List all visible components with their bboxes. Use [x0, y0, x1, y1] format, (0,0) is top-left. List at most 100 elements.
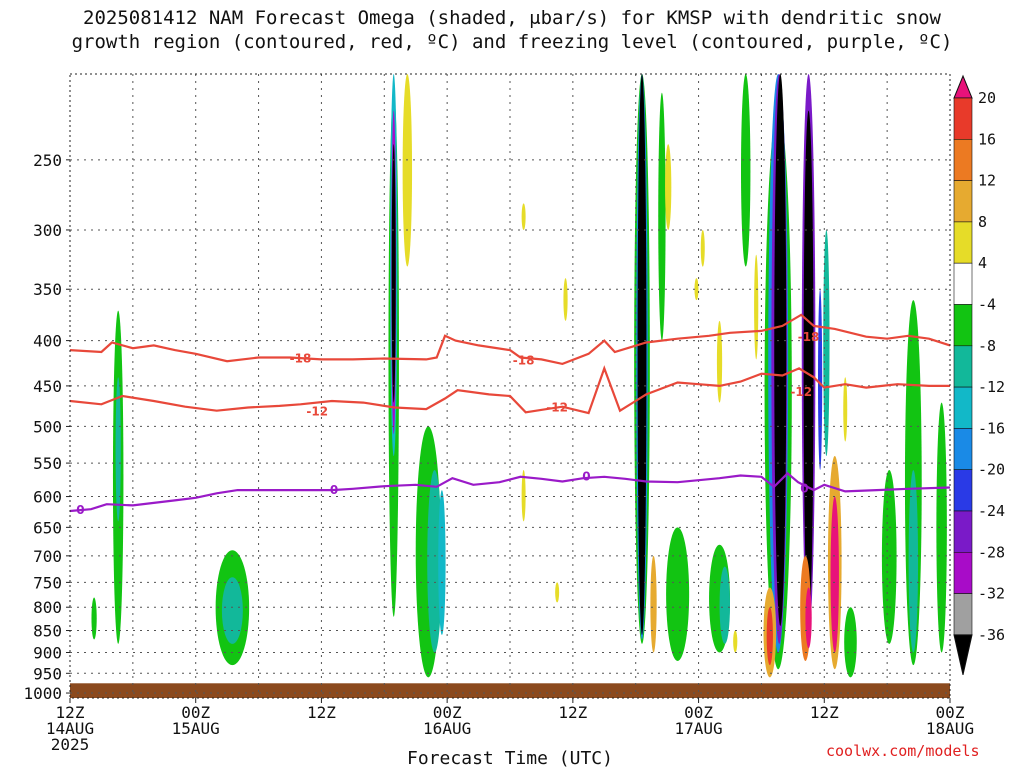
plot-frame — [69, 73, 951, 699]
chart-title-line-2: growth region (contoured, red, ºC) and f… — [71, 31, 953, 53]
contour-label--12-1: -12 — [546, 401, 568, 415]
contour-label-0-0: 0 — [76, 503, 84, 517]
colorbar-tick--8: -8 — [978, 337, 996, 355]
omega-cell-30 — [754, 254, 759, 360]
omega-cell-27 — [719, 566, 730, 644]
contour-label--18-0: -18 — [290, 352, 312, 366]
colorbar-tick-8: 8 — [978, 213, 987, 231]
omega-cell-28 — [741, 74, 751, 267]
contour-layer: -18 -18 -18 -12 -12 -12 0 0 0 0 — [70, 313, 950, 517]
y-tick-label-1000: 1000 — [23, 684, 62, 703]
y-tick-label-600: 600 — [33, 488, 62, 507]
omega-cell-15 — [563, 278, 568, 321]
omega-cell-8 — [391, 144, 396, 403]
omega-cell-47 — [843, 377, 848, 442]
colorbar-tick--4: -4 — [978, 296, 996, 314]
omega-cell-11 — [427, 470, 442, 653]
y-tick-label-700: 700 — [33, 547, 62, 566]
omega-cell-22 — [650, 555, 657, 653]
omega-cell-50 — [881, 470, 897, 644]
omega-cell-39 — [766, 607, 773, 666]
colorbar-tick--28: -28 — [978, 543, 1005, 561]
y-tick-label-850: 850 — [33, 622, 62, 641]
contour-label-0-2: 0 — [582, 469, 590, 483]
contour-label--12-0: -12 — [306, 405, 328, 419]
plot-border — [69, 73, 951, 699]
omega-cell-46 — [844, 607, 857, 678]
x-tick-label-84-1: 00Z — [936, 703, 965, 722]
omega-cell-44 — [823, 229, 830, 457]
colorbar-bin--12 — [953, 345, 973, 388]
x-tick-label-84-2: 18AUG — [926, 719, 974, 738]
y-tick-label-400: 400 — [33, 332, 62, 351]
contour--18 — [70, 313, 950, 366]
colorbar-bin--8 — [953, 304, 973, 347]
colorbar-tick-12: 12 — [978, 172, 996, 190]
y-tick-label-250: 250 — [33, 151, 62, 170]
omega-cell-23 — [666, 527, 690, 661]
y-axis-ticks: 250 300 350 400 450 500 550 600 650 700 750 800 850 9… — [23, 151, 70, 703]
y-tick-label-800: 800 — [33, 598, 62, 617]
contour-label--18-2: -18 — [798, 330, 820, 344]
omega-cell-12 — [438, 490, 446, 636]
omega-cell-16 — [555, 582, 560, 603]
colorbar-bin-8 — [953, 180, 973, 223]
colorbar-bin-16 — [953, 97, 973, 140]
colorbar-arrow-bottom — [953, 634, 973, 676]
colorbar-tick--36: -36 — [978, 626, 1005, 644]
omega-cell-35 — [774, 74, 787, 626]
omega-cell-24 — [694, 278, 699, 301]
y-tick-label-550: 550 — [33, 454, 62, 473]
colorbar-bin--20 — [953, 428, 973, 470]
omega-cell-4 — [221, 577, 243, 644]
contour-label-0-1: 0 — [330, 483, 338, 497]
colorbar-arrow-top — [953, 74, 973, 99]
contour-0 — [70, 471, 950, 513]
omega-cell-37 — [803, 110, 814, 622]
grid-layer — [70, 74, 950, 698]
colorbar-bin-4 — [953, 221, 973, 264]
omega-cell-9 — [402, 74, 413, 267]
x-tick-label-0-3: 2025 — [51, 735, 90, 754]
colorbar-bin--4 — [953, 262, 973, 305]
omega-cell-43 — [830, 496, 839, 653]
colorbar-bin-12 — [953, 139, 973, 181]
x-tick-label-60-2: 17AUG — [674, 719, 722, 738]
omega-cell-41 — [805, 587, 812, 649]
colorbar-bin--24 — [953, 469, 973, 512]
colorbar-tick-16: 16 — [978, 130, 996, 148]
omega-cell-21 — [665, 144, 672, 230]
contour-label--12-2: -12 — [790, 385, 812, 399]
y-tick-label-950: 950 — [33, 664, 62, 683]
omega-cell-2 — [91, 597, 97, 640]
omega-cell-45 — [818, 289, 823, 471]
colorbar-tick--32: -32 — [978, 585, 1005, 603]
omega-cell-51 — [936, 402, 947, 653]
omega-cell-20 — [658, 92, 666, 341]
y-tick-label-650: 650 — [33, 518, 62, 537]
colorbar-tick--16: -16 — [978, 419, 1005, 437]
contour--12 — [70, 365, 950, 415]
x-tick-label-0-1: 12Z — [56, 703, 85, 722]
omega-cell-31 — [733, 630, 738, 653]
x-tick-label-48-1: 12Z — [558, 703, 587, 722]
y-tick-label-450: 450 — [33, 377, 62, 396]
omega-shading-layer — [91, 74, 947, 678]
y-tick-label-750: 750 — [33, 573, 62, 592]
x-tick-label-72-1: 12Z — [810, 703, 839, 722]
omega-cell-29 — [716, 320, 723, 403]
colorbar-tick--12: -12 — [978, 378, 1005, 396]
omega-cell-19 — [637, 74, 647, 636]
x-tick-label-12-1: 00Z — [181, 703, 210, 722]
x-axis-title: Forecast Time (UTC) — [407, 748, 613, 768]
colorbar: 20 16 12 8 4 -4 -8 -12 -16 -20 -24 -28 -32 -36 — [953, 74, 1005, 676]
omega-cell-13 — [521, 203, 526, 230]
colorbar-tick-4: 4 — [978, 254, 987, 272]
colorbar-bin--16 — [953, 386, 973, 429]
y-tick-label-500: 500 — [33, 417, 62, 436]
x-tick-label-0-2: 14AUG — [46, 719, 94, 738]
omega-cell-25 — [700, 229, 705, 267]
credit-link[interactable]: coolwx.com/models — [826, 742, 980, 760]
